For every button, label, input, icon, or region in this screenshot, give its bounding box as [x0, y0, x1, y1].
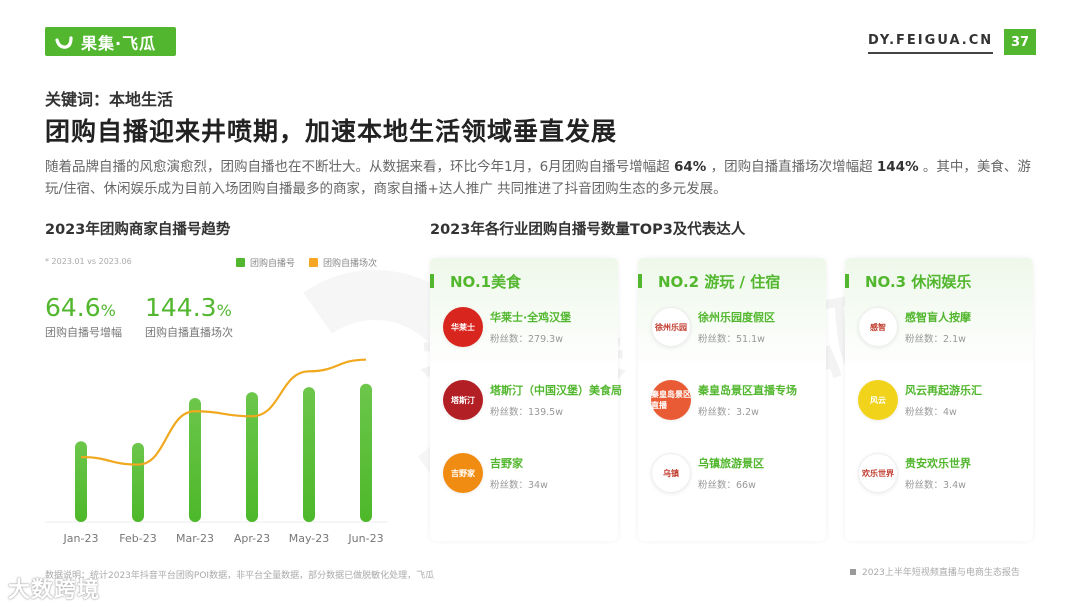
industry-card-2: NO.2 游玩 / 住宿 徐州乐园 徐州乐园度假区 粉丝数：51.1w 秦皇岛景… — [638, 258, 826, 541]
kpi-session-growth: 144.3% 团购自播直播场次 — [145, 293, 233, 339]
creator-name: 吉野家 — [490, 457, 523, 470]
card-accent-bar — [845, 274, 849, 288]
bar-Mar-23 — [189, 397, 201, 522]
sessions-line — [80, 358, 367, 466]
creator-avatar: 吉野家 — [443, 453, 483, 493]
creator-name: 塔斯汀（中国汉堡）美食局 — [490, 384, 622, 397]
highlight-144: 144% — [876, 159, 919, 175]
highlight-64: 64% — [673, 159, 707, 175]
creator-fans: 粉丝数：3.4w — [905, 480, 966, 491]
kpi-account-growth: 64.6% 团购自播号增幅 — [45, 293, 122, 339]
data-footnote: 数据说明：统计2023年抖音平台团购POI数据，非平台全量数据，部分数据已做脱敏… — [45, 571, 435, 581]
legend-item-accounts: 团购自播号 — [236, 256, 295, 269]
creator-avatar: 乌镇 — [651, 453, 691, 493]
x-axis-label: Apr-23 — [233, 532, 271, 545]
creator-fans: 粉丝数：66w — [698, 480, 756, 491]
x-axis-label: Jun-23 — [348, 532, 384, 545]
creator-fans: 粉丝数：279.3w — [490, 334, 563, 345]
chart-note: * 2023.01 vs 2023.06 — [45, 257, 132, 266]
legend-swatch-green — [236, 258, 245, 267]
site-url: DY.FEIGUA.CN — [868, 33, 994, 54]
card-accent-bar — [638, 274, 642, 288]
creator-fans: 粉丝数：51.1w — [698, 334, 765, 345]
chart-title: 2023年团购商家自播号趋势 — [45, 222, 231, 238]
logo-mark-icon — [55, 35, 73, 49]
creator-name: 风云再起游乐汇 — [905, 384, 982, 397]
creator-name: 华莱士·全鸡汉堡 — [490, 311, 572, 324]
x-axis-label: Mar-23 — [175, 532, 215, 545]
x-axis-label: Feb-23 — [119, 532, 157, 545]
creator-item[interactable]: 华莱士 华莱士·全鸡汉堡 粉丝数：279.3w — [443, 306, 571, 348]
corner-watermark: 大数跨境 — [8, 578, 101, 603]
creator-avatar: 徐州乐园 — [651, 307, 691, 347]
creator-avatar: 华莱士 — [443, 307, 483, 347]
keyword-label: 关键词：本地生活 — [45, 90, 174, 109]
description: 随着品牌自播的风愈演愈烈，团购自播也在不断壮大。从数据来看，环比今年1月，6月团… — [45, 159, 1031, 197]
creator-avatar: 塔斯汀 — [443, 380, 483, 420]
card-title: NO.3 休闲娱乐 — [865, 273, 972, 291]
brand-logo: 果集·飞瓜 — [45, 27, 176, 56]
creator-name: 感智盲人按摩 — [905, 311, 971, 324]
bar-Feb-23 — [132, 442, 144, 522]
card-title: NO.2 游玩 / 住宿 — [658, 273, 781, 291]
creator-item[interactable]: 欢乐世界 贵安欢乐世界 粉丝数：3.4w — [858, 452, 971, 494]
creator-fans: 粉丝数：34w — [490, 480, 548, 491]
creator-avatar: 感智 — [858, 307, 898, 347]
creator-item[interactable]: 吉野家 吉野家 粉丝数：34w — [443, 452, 548, 494]
logo-text: 果集·飞瓜 — [81, 33, 157, 53]
creator-avatar: 秦皇岛景区直播 — [651, 380, 691, 420]
creator-item[interactable]: 风云 风云再起游乐汇 粉丝数：4w — [858, 379, 982, 421]
industry-card-1: NO.1美食 华莱士 华莱士·全鸡汉堡 粉丝数：279.3w 塔斯汀 塔斯汀（中… — [430, 258, 622, 541]
creator-avatar: 风云 — [858, 380, 898, 420]
creator-name: 徐州乐园度假区 — [698, 311, 775, 324]
creator-item[interactable]: 感智 感智盲人按摩 粉丝数：2.1w — [858, 306, 971, 348]
chart-legend: 团购自播号 团购自播场次 — [236, 256, 377, 269]
x-axis-label: Jan-23 — [63, 532, 99, 545]
chart-canvas — [45, 358, 388, 523]
page-title: 团购自播迎来井喷期，加速本地生活领域垂直发展 — [45, 117, 618, 146]
bar-Jan-23 — [75, 441, 87, 522]
industry-title: 2023年各行业团购自播号数量TOP3及代表达人 — [430, 222, 746, 238]
trend-chart: Jan-23 Feb-23 Mar-23 Apr-23 May-23 Jun-23 — [40, 300, 390, 560]
creator-avatar: 欢乐世界 — [858, 453, 898, 493]
creator-name: 秦皇岛景区直播专场 — [698, 384, 797, 397]
creator-name: 乌镇旅游景区 — [698, 457, 764, 470]
creator-fans: 粉丝数：139.5w — [490, 407, 563, 418]
bar-May-23 — [303, 387, 315, 522]
creator-item[interactable]: 秦皇岛景区直播 秦皇岛景区直播专场 粉丝数：3.2w — [651, 379, 797, 421]
page-number: 37 — [1004, 29, 1036, 55]
creator-name: 贵安欢乐世界 — [905, 457, 971, 470]
legend-item-sessions: 团购自播场次 — [309, 256, 377, 269]
creator-fans: 粉丝数：2.1w — [905, 334, 966, 345]
card-title: NO.1美食 — [450, 273, 522, 291]
bar-Apr-23 — [246, 392, 258, 522]
x-axis-label: May-23 — [288, 532, 330, 545]
creator-item[interactable]: 徐州乐园 徐州乐园度假区 粉丝数：51.1w — [651, 306, 775, 348]
creator-item[interactable]: 塔斯汀 塔斯汀（中国汉堡）美食局 粉丝数：139.5w — [443, 379, 622, 421]
creator-fans: 粉丝数：3.2w — [698, 407, 759, 418]
bar-Jun-23 — [360, 383, 372, 522]
square-bullet-icon — [850, 568, 856, 575]
creator-item[interactable]: 乌镇 乌镇旅游景区 粉丝数：66w — [651, 452, 764, 494]
creator-fans: 粉丝数：4w — [905, 407, 957, 418]
report-name: 2023上半年短视频直播与电商生态报告 — [850, 565, 1020, 578]
industry-card-3: NO.3 休闲娱乐 感智 感智盲人按摩 粉丝数：2.1w 风云 风云再起游乐汇 … — [845, 258, 1033, 541]
card-accent-bar — [430, 274, 434, 288]
legend-swatch-orange — [309, 258, 319, 267]
